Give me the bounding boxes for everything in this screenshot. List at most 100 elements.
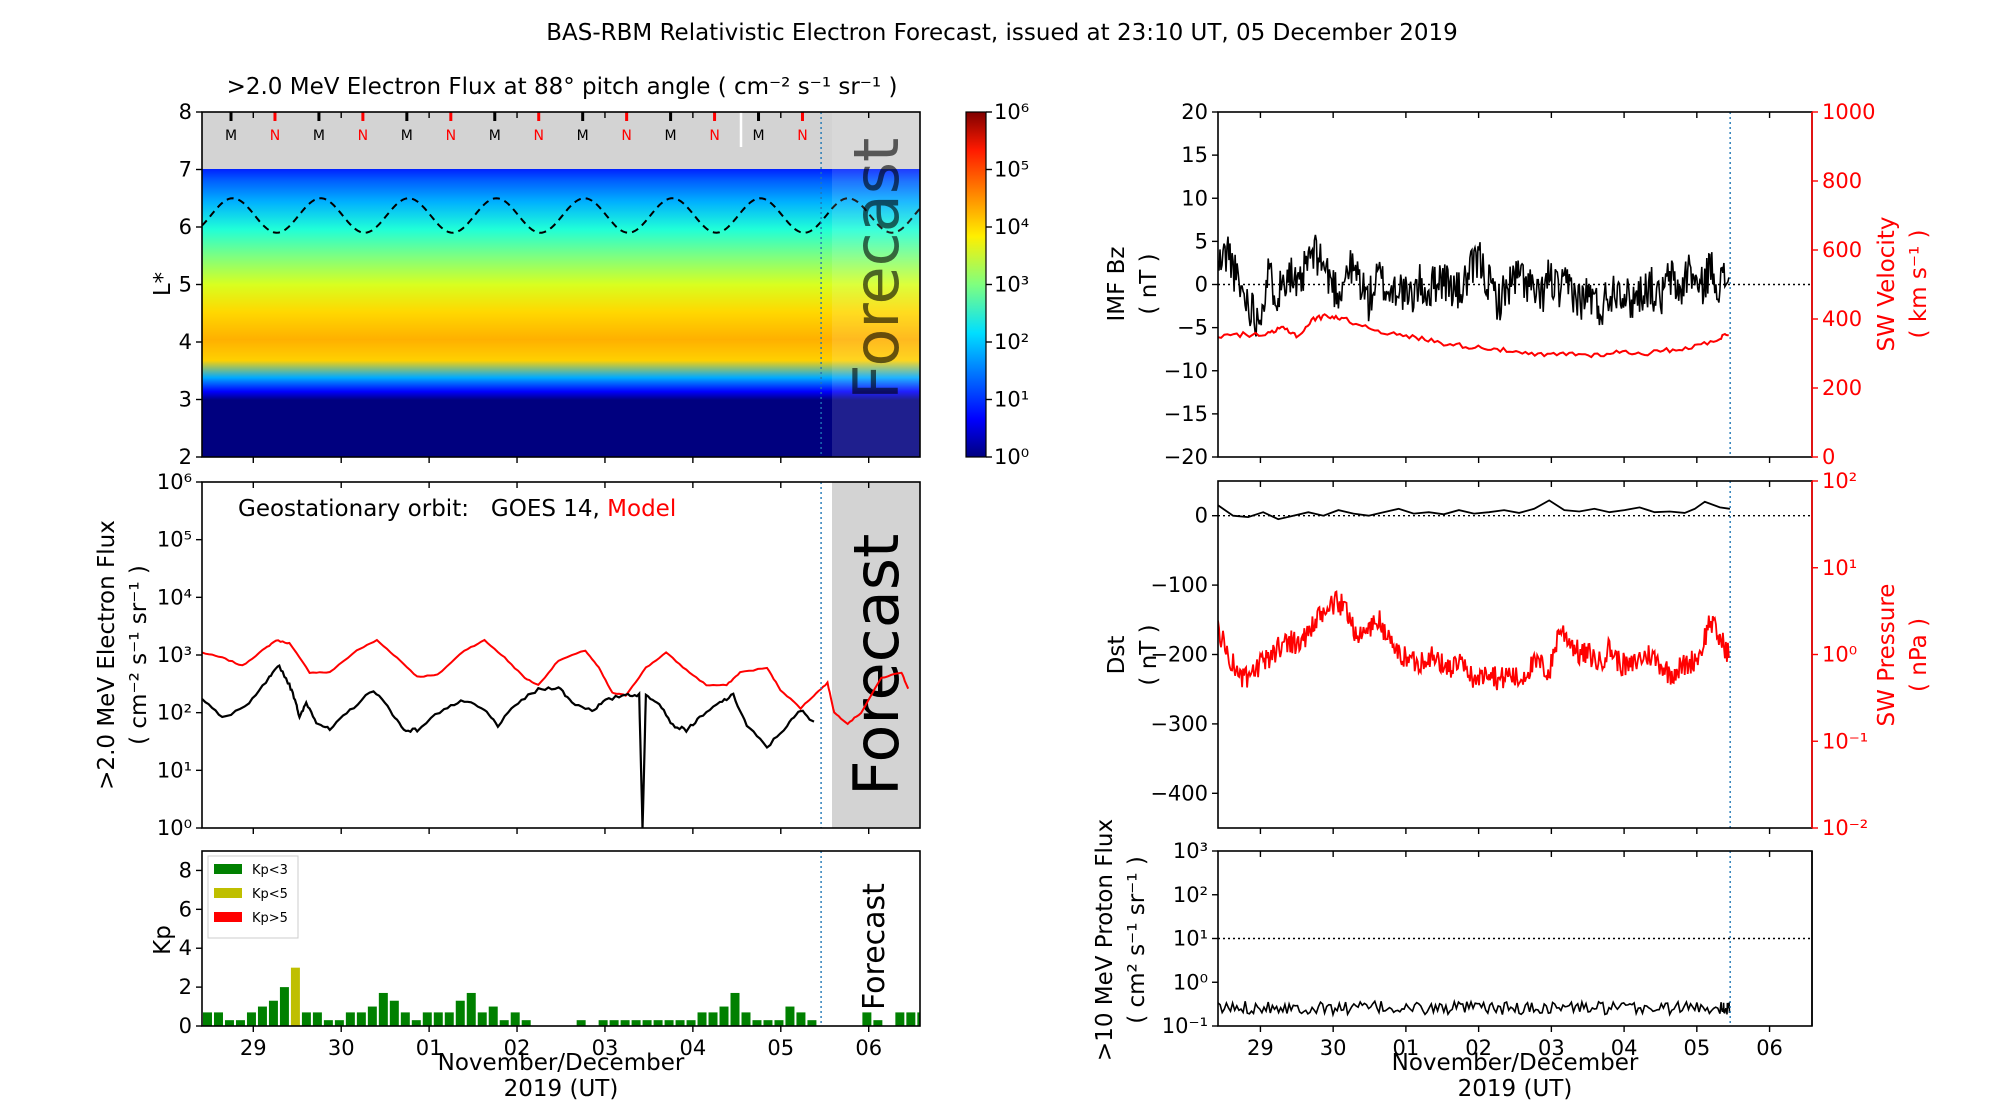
y2-tick-label: 600 <box>1822 238 1862 262</box>
x-tick-label: 29 <box>1247 1036 1274 1060</box>
kp-bar <box>675 1020 685 1026</box>
sw-pressure-line <box>1218 590 1730 691</box>
kp-bar <box>301 1012 311 1026</box>
sw-velocity-ylabel-units: ( km s⁻¹ ) <box>1906 230 1932 339</box>
y-tick-label: 10² <box>1173 883 1208 907</box>
kp-bar <box>642 1020 652 1026</box>
geo-annotation: Geostationary orbit: GOES 14, Model <box>238 496 676 522</box>
y-tick-label: −200 <box>1150 643 1208 667</box>
goes-flux-line <box>202 663 815 828</box>
figure-title: BAS-RBM Relativistic Electron Forecast, … <box>546 20 1457 46</box>
heatmap-forecast-region <box>832 112 920 457</box>
kp-bar <box>356 1012 366 1026</box>
marker-label: N <box>797 128 807 144</box>
y-tick-label: −15 <box>1164 402 1208 426</box>
kp-bar <box>521 1020 531 1026</box>
heatmap-field <box>202 112 920 457</box>
sw-pressure-ylabel-units: ( nPa ) <box>1906 618 1932 692</box>
proton-flux-line <box>1218 998 1731 1018</box>
x-tick-label: 03 <box>592 1036 619 1060</box>
geo-ylabel: >2.0 MeV Electron Flux <box>94 520 120 790</box>
kp-bar <box>433 1012 443 1026</box>
x-tick-label: 05 <box>767 1036 794 1060</box>
y2-tick-label: 10² <box>1822 469 1857 493</box>
y-tick-label: −20 <box>1164 445 1208 469</box>
y-tick-label: 10⁴ <box>157 585 192 609</box>
proton-panel: 29 30 01 02 03 04 05 06 10⁻¹ 10⁰ 10¹ 10² 10³ >10 MeV… <box>1092 819 1813 1100</box>
kp-bar <box>730 992 740 1026</box>
kp-bar <box>312 1012 322 1026</box>
x-tick-label: 01 <box>416 1036 443 1060</box>
kp-legend: Kp<3 Kp<5 Kp>5 <box>207 855 299 939</box>
y-tick-label: 6 <box>179 897 192 921</box>
kp-legend-swatch <box>214 888 242 898</box>
marker-label: N <box>270 128 280 144</box>
y-tick-label: −300 <box>1150 712 1208 736</box>
x-tick-label: 02 <box>1465 1036 1492 1060</box>
marker-label: M <box>489 128 501 144</box>
kp-bar <box>807 1020 817 1026</box>
dst-line <box>1218 499 1731 521</box>
kp-bar <box>785 1006 795 1026</box>
colorbar-tick-label: 10² <box>994 330 1029 354</box>
kp-bar <box>576 1020 586 1026</box>
y-tick-label: 2 <box>179 975 192 999</box>
kp-bar <box>620 1020 630 1026</box>
kp-bar <box>334 1020 344 1026</box>
y-tick-label: 10³ <box>157 643 192 667</box>
geo-annotation-model: Model <box>607 496 676 522</box>
y-tick-label: 7 <box>179 158 192 182</box>
kp-bar <box>455 1000 465 1026</box>
kp-bar <box>862 1012 872 1026</box>
y-tick-label: 6 <box>179 215 192 239</box>
imf-ylabel: IMF Bz <box>1104 246 1130 321</box>
marker-label: N <box>446 128 456 144</box>
y-tick-label: 8 <box>179 100 192 124</box>
geo-ylabel-units: ( cm⁻² s⁻¹ sr⁻¹ ) <box>126 565 152 745</box>
dst-swp-panel: −400 −300 −200 −100 0 10⁻² 10⁻¹ 10⁰ 10¹ 10² Dst (… <box>1104 469 1932 840</box>
y-tick-label: 20 <box>1181 100 1208 124</box>
kp-bar <box>367 1006 377 1026</box>
y-tick-label: 0 <box>1195 273 1208 297</box>
kp-bar <box>697 1012 707 1026</box>
y2-tick-label: 200 <box>1822 376 1862 400</box>
y2-tick-label: 1000 <box>1822 100 1875 124</box>
y2-tick-label: 10⁰ <box>1822 643 1857 667</box>
x-tick-label: 29 <box>240 1036 267 1060</box>
heatmap-forecast-label: Forecast <box>840 138 913 400</box>
y-tick-label: 10¹ <box>1173 927 1208 951</box>
right-xlabel-year: 2019 (UT) <box>1458 1076 1573 1100</box>
kp-bar <box>708 1012 718 1026</box>
y-tick-label: 15 <box>1181 143 1208 167</box>
y-tick-label: 10⁻¹ <box>1162 1014 1208 1038</box>
y-tick-label: 5 <box>179 273 192 297</box>
geo-forecast-label: Forecast <box>840 534 913 796</box>
imf-bz-line <box>1218 234 1730 337</box>
y2-tick-label: 400 <box>1822 307 1862 331</box>
geo-forecast-shade <box>832 482 920 828</box>
y-tick-label: 10² <box>157 701 192 725</box>
kp-bar <box>653 1020 663 1026</box>
kp-bar <box>917 1012 920 1026</box>
y-tick-label: −5 <box>1177 316 1208 340</box>
y2-tick-label: 800 <box>1822 169 1862 193</box>
kp-bar <box>873 1020 883 1026</box>
y-tick-label: −100 <box>1150 573 1208 597</box>
kp-bar <box>686 1020 696 1026</box>
y-tick-label: 10⁵ <box>157 528 192 552</box>
kp-bar <box>796 1012 806 1026</box>
kp-bar <box>268 1000 278 1026</box>
kp-bar <box>664 1020 674 1026</box>
colorbar-tick-label: 10⁰ <box>994 445 1029 469</box>
kp-bar <box>290 967 300 1026</box>
plot-frame <box>201 481 921 829</box>
proton-ylabel-units: ( cm² s⁻¹ sr⁻¹ ) <box>1124 856 1150 1024</box>
y-tick-label: 3 <box>179 388 192 412</box>
kp-panel: Forecast Kp<3Kp<5Kp>5 29 30 01 02 03 04 05 0602… <box>150 850 921 1100</box>
marker-label: N <box>709 128 719 144</box>
kp-bar <box>389 1000 399 1026</box>
kp-bar <box>411 1020 421 1026</box>
kp-bar <box>719 1006 729 1026</box>
